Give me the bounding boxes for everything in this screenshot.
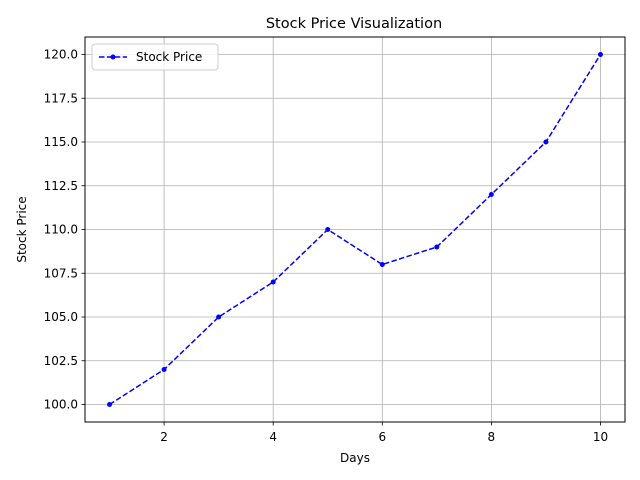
x-tick-label: 8 <box>488 430 496 444</box>
series-line <box>109 54 602 406</box>
y-tick-label: 115.0 <box>44 135 78 149</box>
chart-title: Stock Price Visualization <box>266 16 442 32</box>
legend-marker <box>110 54 116 60</box>
legend-box <box>91 43 219 71</box>
data-point <box>270 279 276 285</box>
y-tick-label: 112.5 <box>44 179 78 193</box>
y-tick-label: 100.0 <box>44 398 78 412</box>
data-series <box>107 52 603 407</box>
data-point <box>325 227 331 232</box>
x-tick-label: 6 <box>378 430 386 444</box>
legend-label: Stock Price <box>136 50 202 64</box>
x-tick-label: 2 <box>160 430 168 444</box>
y-tick-label: 117.5 <box>44 91 78 105</box>
data-point <box>597 52 603 57</box>
y-tick-label: 120.0 <box>44 48 78 62</box>
y-tick-label: 107.5 <box>44 266 78 280</box>
y-tick-label: 102.5 <box>44 354 78 368</box>
data-point <box>379 262 385 267</box>
data-point <box>107 402 113 407</box>
data-point <box>216 314 222 320</box>
grid-lines <box>85 37 625 422</box>
data-point <box>161 367 167 372</box>
y-tick-label: 110.0 <box>44 223 78 237</box>
axis-ticks: 2 4 6 8 10 100.0 102.5 105.0 107.5 110.0 112.5 115.… <box>44 48 608 445</box>
y-tick-label: 105.0 <box>44 310 78 324</box>
data-point <box>543 139 549 145</box>
data-point <box>434 244 440 250</box>
legend: Stock Price <box>91 43 219 71</box>
x-tick-label: 4 <box>269 430 277 444</box>
data-point <box>488 192 494 197</box>
x-axis-title: Days <box>340 451 370 465</box>
y-axis-title: Stock Price <box>15 196 29 262</box>
x-tick-label: 10 <box>593 430 608 444</box>
